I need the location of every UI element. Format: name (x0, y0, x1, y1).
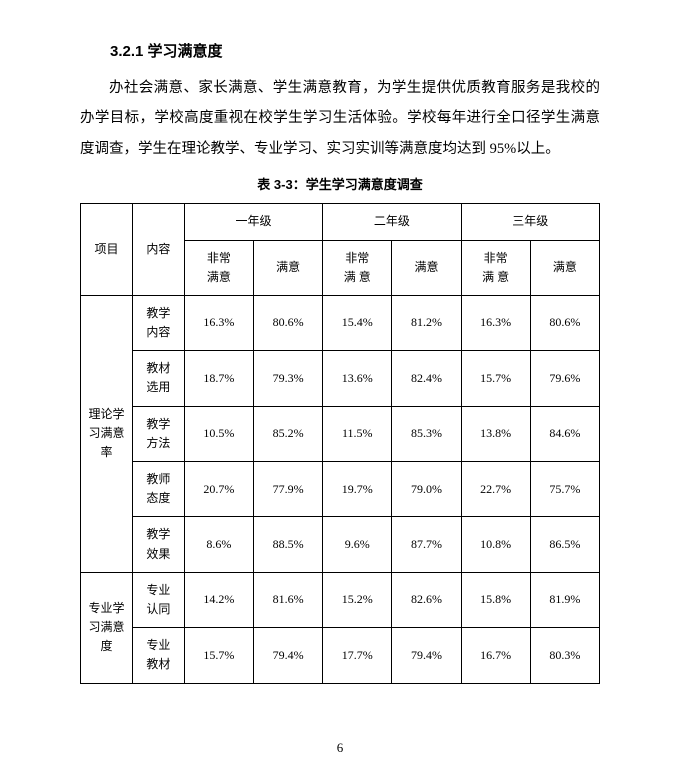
val-cell: 15.2% (323, 572, 392, 627)
section-heading: 3.2.1 学习满意度 (80, 40, 600, 61)
col-grade3: 三年级 (461, 204, 599, 240)
item-cell: 教材选用 (132, 351, 184, 406)
val-cell: 87.7% (392, 517, 461, 572)
val-cell: 10.8% (461, 517, 530, 572)
cat-cell: 专业学习满意度 (81, 572, 133, 683)
item-cell: 教学效果 (132, 517, 184, 572)
col-grade2: 二年级 (323, 204, 461, 240)
val-cell: 16.3% (184, 295, 253, 350)
val-cell: 79.3% (254, 351, 323, 406)
table-body: 理论学习满意率 教学内容 16.3% 80.6% 15.4% 81.2% 16.… (81, 295, 600, 683)
cat-cell: 理论学习满意率 (81, 295, 133, 572)
val-cell: 80.6% (530, 295, 599, 350)
header-row-1: 项目 内容 一年级 二年级 三年级 (81, 204, 600, 240)
val-cell: 85.2% (254, 406, 323, 461)
val-cell: 22.7% (461, 462, 530, 517)
col-g1-very: 非常满意 (184, 240, 253, 295)
val-cell: 15.7% (461, 351, 530, 406)
val-cell: 82.4% (392, 351, 461, 406)
table-row: 教师态度 20.7% 77.9% 19.7% 79.0% 22.7% 75.7% (81, 462, 600, 517)
val-cell: 8.6% (184, 517, 253, 572)
col-content: 内容 (132, 204, 184, 296)
col-g1-sat: 满意 (254, 240, 323, 295)
val-cell: 79.0% (392, 462, 461, 517)
val-cell: 18.7% (184, 351, 253, 406)
val-cell: 80.3% (530, 628, 599, 683)
table-row: 教学效果 8.6% 88.5% 9.6% 87.7% 10.8% 86.5% (81, 517, 600, 572)
satisfaction-table: 项目 内容 一年级 二年级 三年级 非常满意 满意 非常满 意 满意 非常满 意… (80, 203, 600, 683)
table-caption: 表 3-3：学生学习满意度调查 (80, 174, 600, 193)
intro-paragraph: 办社会满意、家长满意、学生满意教育，为学生提供优质教育服务是我校的办学目标，学校… (80, 73, 600, 164)
page-number: 6 (0, 740, 680, 756)
val-cell: 80.6% (254, 295, 323, 350)
table-row: 专业教材 15.7% 79.4% 17.7% 79.4% 16.7% 80.3% (81, 628, 600, 683)
table-head: 项目 内容 一年级 二年级 三年级 非常满意 满意 非常满 意 满意 非常满 意… (81, 204, 600, 296)
val-cell: 79.4% (254, 628, 323, 683)
val-cell: 75.7% (530, 462, 599, 517)
val-cell: 15.7% (184, 628, 253, 683)
val-cell: 88.5% (254, 517, 323, 572)
col-g3-very: 非常满 意 (461, 240, 530, 295)
val-cell: 15.8% (461, 572, 530, 627)
val-cell: 79.6% (530, 351, 599, 406)
table-row: 专业学习满意度 专业认同 14.2% 81.6% 15.2% 82.6% 15.… (81, 572, 600, 627)
val-cell: 15.4% (323, 295, 392, 350)
col-g3-sat: 满意 (530, 240, 599, 295)
item-cell: 专业认同 (132, 572, 184, 627)
val-cell: 81.9% (530, 572, 599, 627)
val-cell: 16.3% (461, 295, 530, 350)
table-wrap: 项目 内容 一年级 二年级 三年级 非常满意 满意 非常满 意 满意 非常满 意… (80, 203, 600, 683)
val-cell: 84.6% (530, 406, 599, 461)
val-cell: 81.6% (254, 572, 323, 627)
val-cell: 10.5% (184, 406, 253, 461)
table-row: 理论学习满意率 教学内容 16.3% 80.6% 15.4% 81.2% 16.… (81, 295, 600, 350)
item-cell: 教师态度 (132, 462, 184, 517)
val-cell: 13.6% (323, 351, 392, 406)
item-cell: 教学内容 (132, 295, 184, 350)
page: 3.2.1 学习满意度 办社会满意、家长满意、学生满意教育，为学生提供优质教育服… (0, 0, 680, 768)
item-cell: 专业教材 (132, 628, 184, 683)
val-cell: 17.7% (323, 628, 392, 683)
col-g2-sat: 满意 (392, 240, 461, 295)
col-grade1: 一年级 (184, 204, 322, 240)
val-cell: 14.2% (184, 572, 253, 627)
col-g2-very: 非常满 意 (323, 240, 392, 295)
val-cell: 77.9% (254, 462, 323, 517)
val-cell: 82.6% (392, 572, 461, 627)
val-cell: 16.7% (461, 628, 530, 683)
val-cell: 19.7% (323, 462, 392, 517)
col-project: 项目 (81, 204, 133, 296)
item-cell: 教学方法 (132, 406, 184, 461)
val-cell: 85.3% (392, 406, 461, 461)
val-cell: 11.5% (323, 406, 392, 461)
val-cell: 13.8% (461, 406, 530, 461)
val-cell: 20.7% (184, 462, 253, 517)
table-row: 教材选用 18.7% 79.3% 13.6% 82.4% 15.7% 79.6% (81, 351, 600, 406)
val-cell: 79.4% (392, 628, 461, 683)
table-row: 教学方法 10.5% 85.2% 11.5% 85.3% 13.8% 84.6% (81, 406, 600, 461)
val-cell: 9.6% (323, 517, 392, 572)
val-cell: 86.5% (530, 517, 599, 572)
val-cell: 81.2% (392, 295, 461, 350)
